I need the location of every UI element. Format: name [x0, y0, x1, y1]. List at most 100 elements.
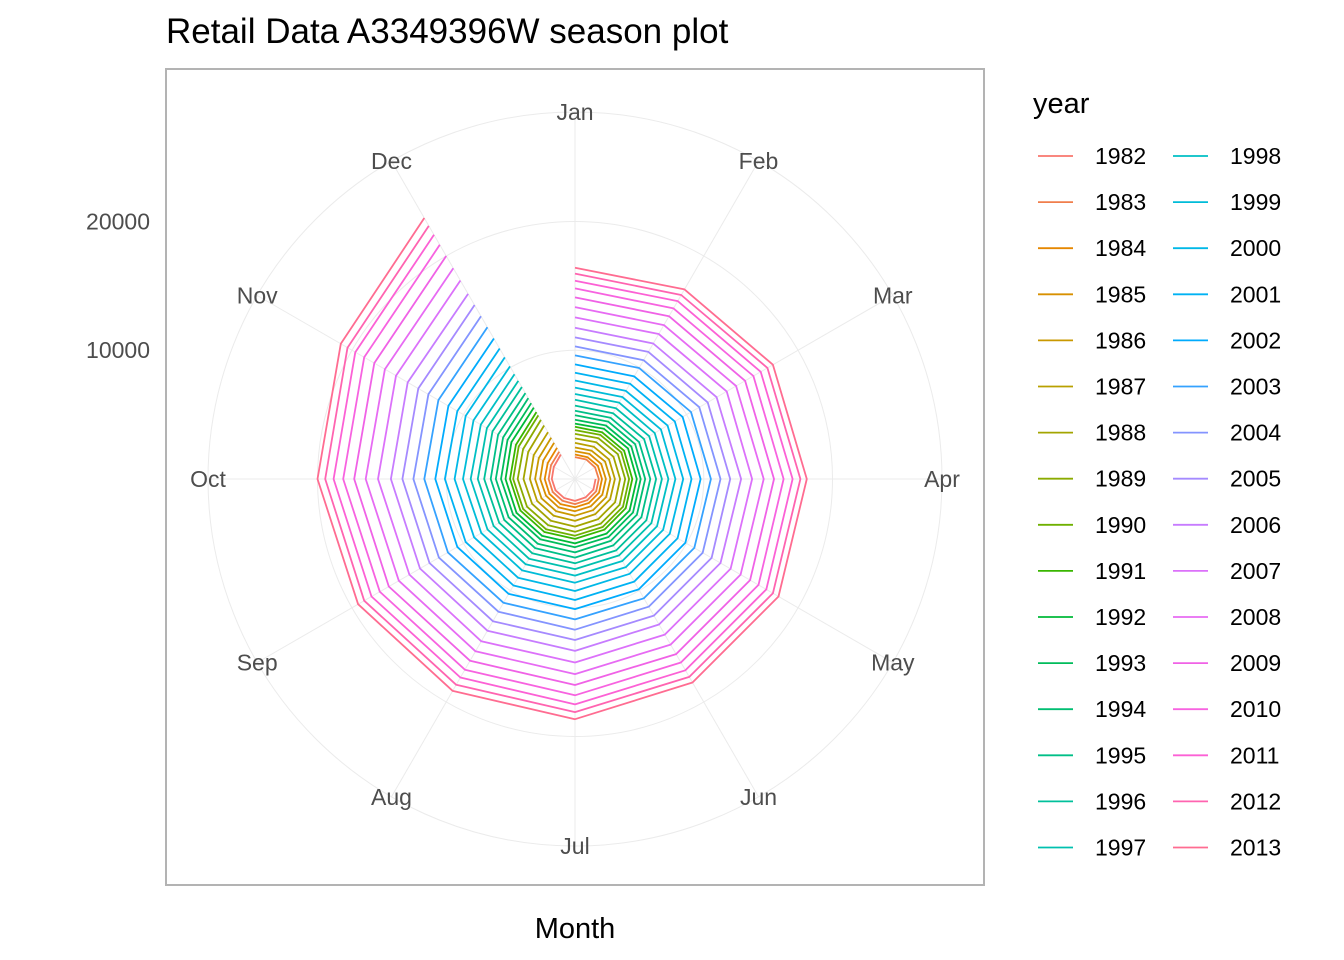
legend-item-2004: 2004	[1173, 420, 1281, 446]
legend-item-1986: 1986	[1038, 327, 1146, 353]
spoke-sep	[256, 478, 576, 663]
legend-item-1994: 1994	[1038, 696, 1146, 722]
month-label-may: May	[871, 650, 915, 676]
legend-item-1985: 1985	[1038, 281, 1146, 307]
series-line-1982	[550, 454, 597, 502]
legend-item-2010: 2010	[1173, 696, 1281, 722]
month-labels: Jan Feb Mar Apr May Jun Jul Aug Sep Oct Nov Dec	[190, 99, 960, 859]
legend-item-2009: 2009	[1173, 650, 1281, 676]
legend-label-1995: 1995	[1095, 742, 1146, 768]
legend-label-2013: 2013	[1230, 835, 1281, 861]
legend-label-1997: 1997	[1095, 835, 1146, 861]
series-line-1999	[462, 365, 677, 584]
legend-item-1989: 1989	[1038, 466, 1146, 492]
legend: 1982 1983 1984 1985 1986 1987 1988 1989 1990 1991…	[1038, 143, 1281, 861]
legend-label-1990: 1990	[1095, 512, 1146, 538]
radial-tick-label: 10000	[86, 337, 150, 363]
panel-border	[165, 68, 985, 886]
legend-label-1993: 1993	[1095, 650, 1146, 676]
series-line-1994	[494, 397, 647, 554]
month-label-aug: Aug	[371, 784, 412, 810]
legend-item-1990: 1990	[1038, 512, 1146, 538]
legend-item-1982: 1982	[1038, 143, 1146, 169]
month-label-mar: Mar	[873, 283, 913, 309]
legend-item-1997: 1997	[1038, 835, 1146, 861]
legend-item-2006: 2006	[1173, 512, 1281, 538]
legend-label-2005: 2005	[1230, 466, 1281, 492]
series-line-1990	[512, 414, 630, 537]
spoke-feb	[574, 160, 759, 480]
series-line-1996	[483, 386, 657, 565]
series-line-2000	[453, 356, 685, 592]
month-label-dec: Dec	[371, 148, 412, 174]
legend-item-1993: 1993	[1038, 650, 1146, 676]
series-line-1988	[522, 425, 621, 528]
legend-item-2005: 2005	[1173, 466, 1281, 492]
spoke-nov	[256, 295, 576, 480]
series-line-2013	[316, 217, 808, 721]
legend-item-2013: 2013	[1173, 835, 1281, 861]
legend-item-2007: 2007	[1173, 558, 1281, 584]
legend-label-2002: 2002	[1230, 327, 1281, 353]
legend-item-2000: 2000	[1173, 235, 1281, 261]
legend-item-2001: 2001	[1173, 281, 1281, 307]
legend-label-1987: 1987	[1095, 374, 1146, 400]
series-line-2007	[377, 279, 753, 664]
series-line-1989	[516, 419, 627, 533]
series-line-1984	[543, 447, 603, 509]
series-line-2003	[423, 326, 712, 621]
legend-label-1989: 1989	[1095, 466, 1146, 492]
legend-label-1991: 1991	[1095, 558, 1146, 584]
month-label-sep: Sep	[237, 650, 278, 676]
radial-tick-label: 20000	[86, 209, 150, 235]
legend-label-1998: 1998	[1230, 143, 1281, 169]
legend-label-2001: 2001	[1230, 281, 1281, 307]
legend-label-2009: 2009	[1230, 650, 1281, 676]
month-label-feb: Feb	[739, 148, 779, 174]
legend-label-1999: 1999	[1230, 189, 1281, 215]
series-line-1993	[500, 402, 642, 549]
legend-item-2003: 2003	[1173, 374, 1281, 400]
month-label-apr: Apr	[924, 466, 960, 492]
grid-circle	[445, 349, 705, 609]
series-line-2012	[324, 225, 802, 713]
legend-item-1996: 1996	[1038, 788, 1146, 814]
legend-item-1998: 1998	[1173, 143, 1281, 169]
series-line-1986	[534, 437, 612, 517]
legend-label-1984: 1984	[1095, 235, 1146, 261]
legend-label-1985: 1985	[1095, 281, 1146, 307]
legend-item-1992: 1992	[1038, 604, 1146, 630]
spoke-aug	[391, 478, 576, 798]
series-line-2004	[412, 315, 722, 631]
radial-tick-labels: 10000 20000	[86, 209, 150, 364]
legend-item-1988: 1988	[1038, 420, 1146, 446]
legend-label-2008: 2008	[1230, 604, 1281, 630]
month-label-jan: Jan	[556, 99, 593, 125]
series-line-1987	[529, 431, 616, 522]
series-line-2006	[390, 293, 742, 652]
legend-item-1999: 1999	[1173, 189, 1281, 215]
legend-label-2003: 2003	[1230, 374, 1281, 400]
legend-item-2002: 2002	[1173, 327, 1281, 353]
legend-label-1994: 1994	[1095, 696, 1146, 722]
series-line-2005	[401, 304, 732, 641]
month-label-oct: Oct	[190, 466, 226, 492]
legend-label-1996: 1996	[1095, 788, 1146, 814]
legend-item-1984: 1984	[1038, 235, 1146, 261]
series-line-2002	[434, 337, 702, 610]
series-line-1983	[547, 451, 600, 505]
series-line-2001	[444, 347, 693, 601]
series-line-2008	[364, 267, 765, 675]
series-line-2010	[342, 244, 785, 697]
series-line-1997	[476, 380, 663, 570]
series-line-1991	[509, 411, 634, 540]
legend-label-2000: 2000	[1230, 235, 1281, 261]
legend-label-1988: 1988	[1095, 420, 1146, 446]
legend-label-1986: 1986	[1095, 327, 1146, 353]
month-label-jul: Jul	[560, 833, 589, 859]
month-label-jun: Jun	[740, 784, 777, 810]
spoke-may	[574, 478, 894, 663]
series-lines	[316, 217, 808, 721]
spoke-jun	[574, 478, 759, 798]
